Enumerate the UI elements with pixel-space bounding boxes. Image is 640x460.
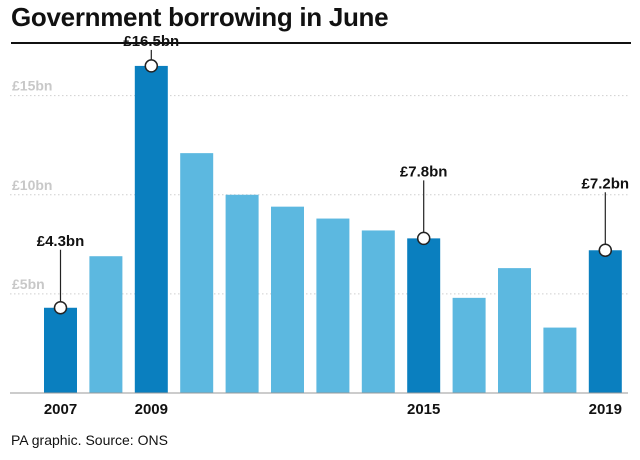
bar-2010 [180,153,214,393]
bar-2013 [316,218,350,393]
bar-2011 [225,194,259,393]
bar-2015 [407,238,441,393]
callout-marker [416,231,431,246]
callout-marker [53,301,68,315]
title-divider [11,42,631,44]
source-note: PA graphic. Source: ONS [11,432,168,448]
bar-2019 [588,250,622,393]
y-tick-label: £15bn [12,78,52,94]
bar-2007 [44,307,77,393]
bar-2012 [271,206,304,393]
data-label: £7.8bn [400,163,448,180]
bar-2017 [498,268,531,393]
bar-2008 [89,256,123,393]
y-tick-label: £5bn [12,276,45,292]
y-tick-label: £10bn [12,177,52,193]
bar-2009 [134,65,168,393]
chart-title: Government borrowing in June [11,2,389,32]
bar-2014 [361,230,395,393]
data-label: £4.3bn [37,233,85,250]
bar-2016 [452,297,486,393]
data-label: £16.5bn [123,33,179,50]
x-tick-label: 2009 [135,401,168,418]
callout-marker [144,59,159,73]
bar-chart: £5bn £10bn £15bn 2007 2009 2015 2019 £4.3bn £16.… [10,33,630,418]
x-tick-label: 2015 [407,401,440,418]
x-tick-label: 2007 [44,401,77,418]
bar-2018 [543,327,577,393]
callout-marker [598,243,613,258]
x-tick-label: 2019 [589,401,622,418]
data-label: £7.2bn [582,175,630,192]
